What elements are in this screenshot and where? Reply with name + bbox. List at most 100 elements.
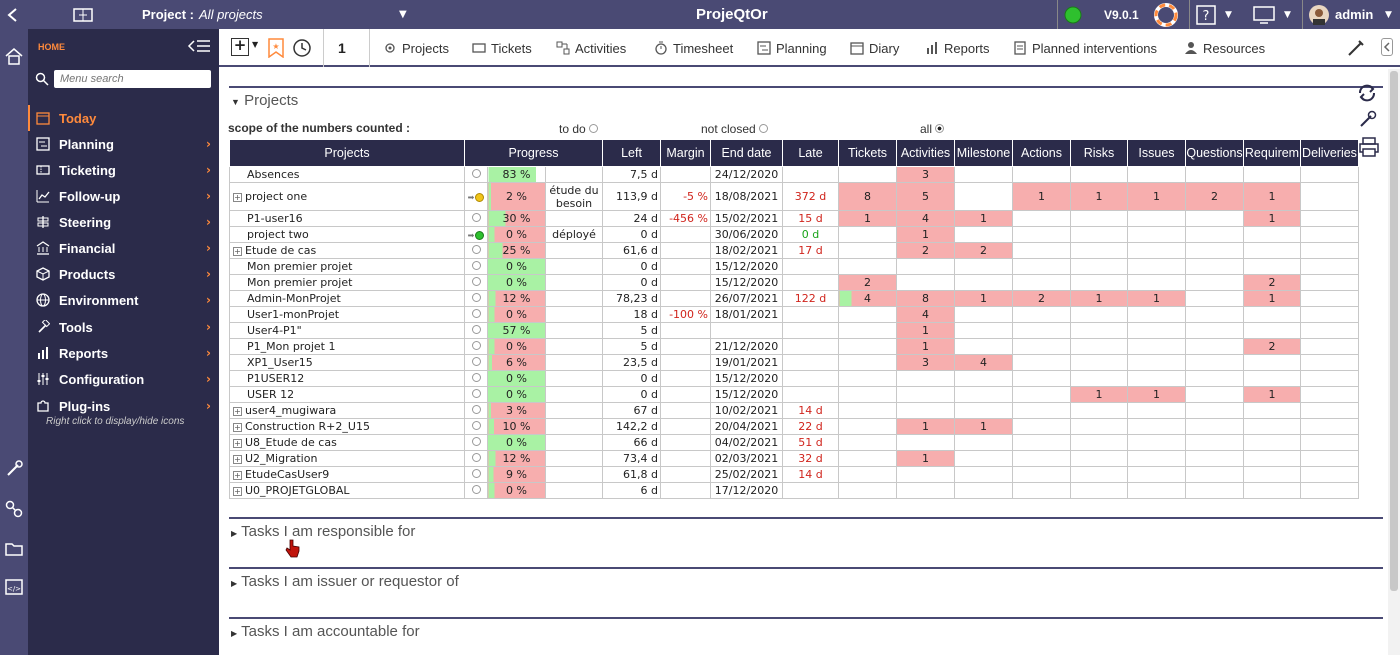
- table-row[interactable]: + U2_Migration 12 % 73,4 d 02/03/2021 32 d 1: [229, 450, 1359, 467]
- history-icon[interactable]: [292, 38, 312, 61]
- expand-icon[interactable]: +: [233, 246, 242, 256]
- table-row[interactable]: P1_Mon projet 1 0 % 5 d 21/12/2020 1 2: [229, 338, 1359, 355]
- tab-planning[interactable]: Planning: [757, 29, 827, 67]
- milestone-count-cell[interactable]: 4: [954, 354, 1013, 371]
- project-name-cell[interactable]: P1_Mon projet 1: [229, 338, 465, 355]
- expand-icon[interactable]: +: [233, 454, 242, 464]
- menu-item-configuration[interactable]: Configuration ›: [28, 368, 219, 390]
- actions-count-cell[interactable]: 2: [1012, 290, 1071, 307]
- project-name[interactable]: XP1_User15: [247, 356, 313, 369]
- menu-item-products[interactable]: Products ›: [28, 263, 219, 285]
- table-row[interactable]: XP1_User15 6 % 23,5 d 19/01/2021 3 4: [229, 354, 1359, 371]
- col-deliveries[interactable]: Deliveries: [1300, 139, 1359, 167]
- task-section-header[interactable]: ▶ Tasks I am responsible for: [231, 523, 415, 540]
- activities-count-cell[interactable]: 3: [896, 354, 955, 371]
- activities-count-cell[interactable]: 1: [896, 322, 955, 339]
- activities-count-cell[interactable]: 4: [896, 306, 955, 323]
- col-risks[interactable]: Risks: [1070, 139, 1128, 167]
- issues-count-cell[interactable]: 1: [1127, 182, 1186, 211]
- scope-all-radio[interactable]: [935, 124, 945, 133]
- table-row[interactable]: Mon premier projet 0 % 0 d 15/12/2020: [229, 258, 1359, 275]
- selection-counter[interactable]: 1: [338, 40, 346, 56]
- scope-not-closed-option[interactable]: not closed: [701, 122, 769, 136]
- monitor-icon[interactable]: [1253, 0, 1275, 29]
- project-name-cell[interactable]: Mon premier projet: [229, 258, 465, 275]
- col-end-date[interactable]: End date: [710, 139, 783, 167]
- table-row[interactable]: User1-monProjet 0 % 18 d -100 % 18/01/2021 4: [229, 306, 1359, 323]
- project-name-cell[interactable]: P1USER12: [229, 370, 465, 387]
- project-name[interactable]: U0_PROJETGLOBAL: [245, 484, 350, 497]
- menu-search-input[interactable]: [54, 70, 211, 88]
- menu-item-reports[interactable]: Reports ›: [28, 342, 219, 364]
- tab-activities[interactable]: Activities: [556, 29, 626, 67]
- col-progress[interactable]: Progress: [464, 139, 603, 167]
- activities-count-cell[interactable]: 4: [896, 210, 955, 227]
- parameter-wrench-icon[interactable]: [1358, 109, 1378, 132]
- expand-icon[interactable]: +: [233, 486, 242, 496]
- menu-item-steering[interactable]: Steering ›: [28, 211, 219, 233]
- issues-count-cell[interactable]: 1: [1127, 290, 1186, 307]
- user-dropdown-icon[interactable]: ▼: [1385, 9, 1392, 20]
- col-activities[interactable]: Activities: [896, 139, 955, 167]
- bookmark-icon[interactable]: ★: [267, 38, 285, 61]
- project-name[interactable]: user4_mugiwara: [245, 404, 337, 417]
- activities-count-cell[interactable]: 1: [896, 338, 955, 355]
- col-left[interactable]: Left: [602, 139, 661, 167]
- expand-icon[interactable]: +: [233, 192, 242, 202]
- requirements-count-cell[interactable]: 1: [1243, 386, 1301, 403]
- table-row[interactable]: + project one ➡ 2 % étude du besoin 113,9 d -5…: [229, 182, 1359, 211]
- switch-layout-icon[interactable]: [72, 0, 94, 29]
- chevron-down-icon[interactable]: ▼: [399, 9, 407, 20]
- scope-todo-radio[interactable]: [589, 124, 599, 133]
- project-name-cell[interactable]: XP1_User15: [229, 354, 465, 371]
- table-row[interactable]: User4-P1" 57 % 5 d 1: [229, 322, 1359, 339]
- milestone-count-cell[interactable]: 1: [954, 290, 1013, 307]
- col-late[interactable]: Late: [782, 139, 839, 167]
- project-name-cell[interactable]: + project one: [229, 182, 465, 211]
- activities-count-cell[interactable]: 2: [896, 242, 955, 259]
- project-name[interactable]: Etude de cas: [245, 244, 317, 257]
- project-name[interactable]: User1-monProjet: [247, 308, 340, 321]
- project-name[interactable]: Absences: [247, 168, 300, 181]
- add-icon[interactable]: +: [231, 38, 249, 56]
- link-icon[interactable]: [4, 499, 24, 519]
- menu-item-ticketing[interactable]: Ticketing ›: [28, 159, 219, 181]
- print-icon[interactable]: [1358, 136, 1380, 161]
- pencil-icon[interactable]: [1346, 38, 1366, 61]
- table-row[interactable]: Mon premier projet 0 % 0 d 15/12/2020 2 2: [229, 274, 1359, 291]
- project-name-cell[interactable]: User4-P1": [229, 322, 465, 339]
- collapse-left-icon[interactable]: [6, 0, 26, 29]
- activities-count-cell[interactable]: 5: [896, 182, 955, 211]
- menu-item-tools[interactable]: Tools ›: [28, 316, 219, 338]
- scope-all-option[interactable]: all: [920, 122, 945, 136]
- help-dropdown-icon[interactable]: ▼: [1225, 9, 1232, 20]
- project-name-cell[interactable]: + U8_Etude de cas: [229, 434, 465, 451]
- tab-projects[interactable]: Projects: [383, 29, 449, 67]
- project-name[interactable]: project two: [247, 228, 309, 241]
- wrench-icon[interactable]: [4, 459, 24, 479]
- table-row[interactable]: Absences 83 % 7,5 d 24/12/2020 3: [229, 166, 1359, 183]
- task-section-header[interactable]: ▶ Tasks I am accountable for: [231, 623, 420, 640]
- project-name-cell[interactable]: + U2_Migration: [229, 450, 465, 467]
- toolbar-scroll-handle[interactable]: [1381, 38, 1393, 56]
- vertical-scrollbar[interactable]: [1388, 69, 1400, 655]
- activities-count-cell[interactable]: 3: [896, 166, 955, 183]
- task-section-header[interactable]: ▶ Tasks I am issuer or requestor of: [231, 573, 459, 590]
- requirements-count-cell[interactable]: 2: [1243, 274, 1301, 291]
- project-name[interactable]: User4-P1": [247, 324, 302, 337]
- project-name-cell[interactable]: + Construction R+2_U15: [229, 418, 465, 435]
- col-requirements[interactable]: Requirem: [1243, 139, 1301, 167]
- requirements-count-cell[interactable]: 1: [1243, 210, 1301, 227]
- activities-count-cell[interactable]: 1: [896, 226, 955, 243]
- refresh-icon[interactable]: [1356, 82, 1378, 107]
- menu-item-environment[interactable]: Environment ›: [28, 289, 219, 311]
- risks-count-cell[interactable]: 1: [1070, 182, 1128, 211]
- col-questions[interactable]: Questions: [1185, 139, 1244, 167]
- scope-todo-option[interactable]: to do: [559, 122, 599, 136]
- activities-count-cell[interactable]: 1: [896, 450, 955, 467]
- expand-icon[interactable]: +: [233, 470, 242, 480]
- display-dropdown-icon[interactable]: ▼: [1284, 9, 1291, 20]
- table-row[interactable]: + Construction R+2_U15 10 % 142,2 d 20/04/20…: [229, 418, 1359, 435]
- project-name[interactable]: USER 12: [247, 388, 295, 401]
